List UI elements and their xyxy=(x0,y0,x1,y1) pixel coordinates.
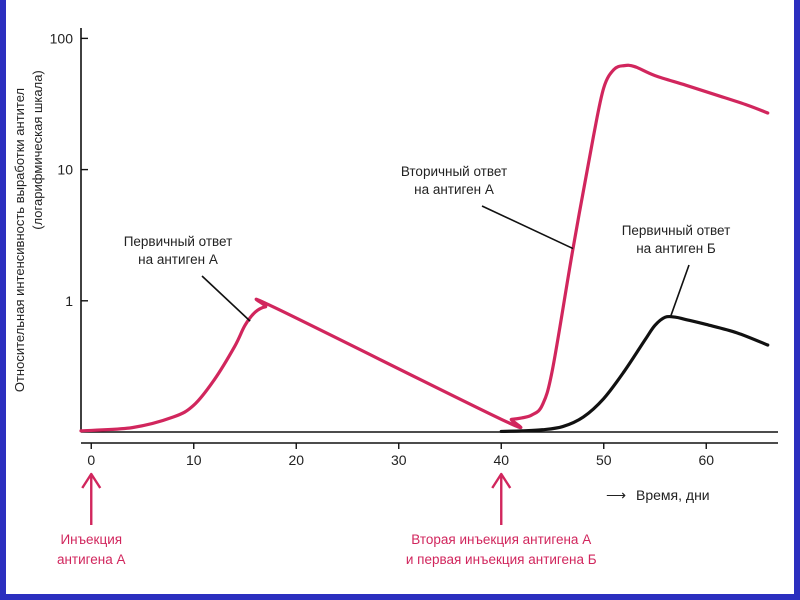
antigen-b-response-line xyxy=(499,314,770,434)
y-tick-label: 10 xyxy=(57,162,73,178)
antibody-response-chart: 1 10 100 0 10 20 30 40 50 60 ⟶ Время, дни Относитель… xyxy=(12,28,778,567)
axes: 1 10 100 0 10 20 30 40 50 60 ⟶ Время, дни Относитель… xyxy=(12,28,778,503)
injection-layer: Инъекция антигена А Вторая инъекция антиге… xyxy=(57,472,597,567)
injection-label-line-2: и первая инъекция антигена Б xyxy=(406,552,597,567)
x-tick-label: 10 xyxy=(186,452,202,468)
x-tick-label: 40 xyxy=(493,452,509,468)
annotation-3: Первичный ответ на антиген Б xyxy=(622,223,731,318)
x-tick-label: 60 xyxy=(698,452,714,468)
annotation-line-1: Вторичный ответ xyxy=(401,164,507,179)
y-tick-label: 100 xyxy=(50,30,74,46)
annotation-line-2: на антиген А xyxy=(138,252,218,267)
x-axis-label: Время, дни xyxy=(636,487,710,503)
y-axis-label: Относительная интенсивность выработки ан… xyxy=(12,88,27,392)
annotation-line-2: на антиген Б xyxy=(636,241,716,256)
annotation-leader-line xyxy=(201,275,251,322)
x-tick-label: 30 xyxy=(391,452,407,468)
annotation-line-1: Первичный ответ xyxy=(622,223,731,238)
x-tick-label: 20 xyxy=(288,452,304,468)
antigen-a-response-line xyxy=(79,63,770,433)
slide-frame: 1 10 100 0 10 20 30 40 50 60 ⟶ Время, дни Относитель… xyxy=(6,0,794,594)
annotation-1: Первичный ответ на антиген А xyxy=(124,234,251,322)
series-layer xyxy=(79,63,770,434)
y-tick-label: 1 xyxy=(65,293,73,309)
annotation-leader-line xyxy=(481,205,574,250)
injection-label-line-1: Вторая инъекция антигена А xyxy=(411,532,591,547)
x-tick-label: 50 xyxy=(596,452,612,468)
annotation-2: Вторичный ответ на антиген А xyxy=(401,164,574,250)
x-axis-arrow: ⟶ xyxy=(606,487,626,503)
injection-1: Инъекция антигена А xyxy=(57,472,126,567)
y-axis-label-scale: (логарифмическая шкала) xyxy=(30,70,45,230)
annotation-line-1: Первичный ответ xyxy=(124,234,233,249)
injection-label-line-1: Инъекция xyxy=(60,532,122,547)
annotation-line-2: на антиген А xyxy=(414,182,494,197)
x-tick-label: 0 xyxy=(87,452,95,468)
injection-2: Вторая инъекция антигена А и первая инъек… xyxy=(406,472,597,567)
annotation-leader-line xyxy=(669,264,690,318)
injection-arrow-head xyxy=(491,472,512,489)
injection-arrow-head xyxy=(81,472,102,489)
injection-label-line-2: антигена А xyxy=(57,552,126,567)
